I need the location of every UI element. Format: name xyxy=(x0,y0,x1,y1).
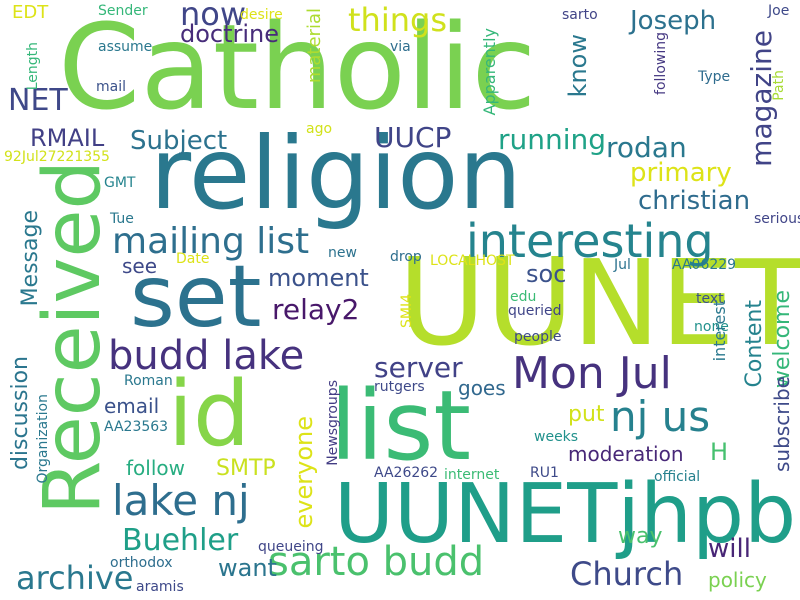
word-put: put xyxy=(568,402,605,427)
word-roman: Roman xyxy=(124,373,173,389)
word-nj-us: nj us xyxy=(610,392,711,441)
word-net-small: NET xyxy=(8,83,68,118)
word-aa06229: AA06229 xyxy=(672,257,737,273)
word-orthodox: orthodox xyxy=(110,555,173,571)
word-following: following xyxy=(653,32,669,95)
word-set: set xyxy=(130,247,262,347)
word-localhost: LOCALHOST xyxy=(430,253,515,269)
word-archive: archive xyxy=(16,559,134,597)
word-relay2: relay2 xyxy=(272,293,360,326)
word-edt: EDT xyxy=(12,2,49,23)
word-way: way xyxy=(618,524,663,549)
word-catholic: Catholic xyxy=(58,0,537,136)
word-material: material xyxy=(304,8,325,84)
word-newsgroups: Newsgroups xyxy=(325,380,341,466)
word-none: none xyxy=(694,319,729,335)
word-primary: primary xyxy=(630,158,732,188)
word-interest: interest xyxy=(710,300,729,362)
word-date-id: 92Jul27221355 xyxy=(4,149,110,165)
word-list: list xyxy=(330,370,471,482)
word-queueing: queueing xyxy=(258,539,324,555)
word-mail: mail xyxy=(96,79,126,95)
word-buehler: Buehler xyxy=(122,523,239,558)
word-things: things xyxy=(348,1,447,39)
word-rodan: rodan xyxy=(606,131,687,164)
word-welcome: welcome xyxy=(770,290,795,389)
word-official: official xyxy=(654,469,701,485)
word-uu: UU xyxy=(398,234,574,373)
word-christian: christian xyxy=(638,186,751,216)
word-will: will xyxy=(708,534,751,564)
word-rutgers: rutgers xyxy=(374,379,425,395)
word-lake-nj: lake nj xyxy=(112,476,250,525)
word-subscribe: subscribe xyxy=(770,376,794,472)
word-net-large: NET xyxy=(572,234,800,372)
word-queried: queried xyxy=(508,303,562,319)
word-tue: Tue xyxy=(110,211,134,227)
word-discussion: discussion xyxy=(8,356,33,471)
word-know: know xyxy=(564,34,592,98)
word-sarto-budd: sarto budd xyxy=(268,539,485,585)
word-apparently: Apparently xyxy=(480,28,499,116)
word-text: text xyxy=(696,291,724,307)
word-h: H xyxy=(710,438,729,466)
word-path: Path xyxy=(771,70,787,101)
word-budd-lake: budd lake xyxy=(108,333,305,379)
word-interesting: interesting xyxy=(466,214,714,268)
word-policy: policy xyxy=(708,568,767,592)
word-content: Content xyxy=(742,300,767,388)
word-doctrine: doctrine xyxy=(180,20,280,48)
word-church: Church xyxy=(570,555,684,593)
word-joe: Joe xyxy=(768,3,790,19)
word-smtp: SMTP xyxy=(216,456,276,481)
word-religion: religion xyxy=(150,115,522,232)
word-mon-jul: Mon Jul xyxy=(512,348,672,399)
word-aa23563: AA23563 xyxy=(104,419,169,435)
word-internet: internet xyxy=(444,467,500,483)
word-jul: Jul xyxy=(614,257,631,273)
word-message: Message xyxy=(18,210,43,307)
word-aramis: aramis xyxy=(136,579,184,595)
word-via: via xyxy=(390,39,411,55)
word-assume: assume xyxy=(98,39,153,55)
word-drop: drop xyxy=(390,249,422,265)
word-ago: ago xyxy=(306,121,333,137)
word-soc: soc xyxy=(526,260,567,288)
word-type: Type xyxy=(698,69,731,85)
word-joseph: Joseph xyxy=(630,6,717,36)
word-see: see xyxy=(122,254,158,278)
word-now: now xyxy=(180,0,247,33)
word-weeks: weeks xyxy=(534,429,579,445)
word-ru1: RU1 xyxy=(530,465,559,481)
word-want: want xyxy=(218,554,277,582)
word-mailing-list: mailing list xyxy=(112,221,310,262)
word-moment: moment xyxy=(268,264,369,292)
word-everyone: everyone xyxy=(290,416,318,529)
word-goes: goes xyxy=(458,376,506,400)
word-edu: edu xyxy=(510,289,537,305)
word-serious: serious xyxy=(754,211,800,227)
word-email: email xyxy=(104,394,160,418)
word-aa26262: AA26262 xyxy=(374,465,439,481)
word-uucp: UUCP xyxy=(374,121,452,154)
word-gmt: GMT xyxy=(104,175,136,191)
word-follow: follow xyxy=(126,456,185,480)
word-subject: Subject xyxy=(130,126,228,156)
word-desire: desire xyxy=(240,7,283,23)
word-people: people xyxy=(514,329,562,345)
word-sender: Sender xyxy=(98,3,148,19)
word-smi4: SMI4 xyxy=(399,294,415,329)
word-length: Length xyxy=(25,42,41,91)
word-date: Date xyxy=(176,251,210,267)
word-server: server xyxy=(374,351,463,384)
word-running: running xyxy=(498,123,607,156)
word-uunetjhpb: UUNETjhpb xyxy=(334,467,797,562)
word-sarto: sarto xyxy=(562,7,598,23)
word-organization: Organization xyxy=(35,394,51,484)
word-new: new xyxy=(328,245,357,261)
word-rmail: RMAIL xyxy=(30,124,105,152)
word-id: id xyxy=(168,362,251,467)
word-moderation: moderation xyxy=(568,442,684,466)
